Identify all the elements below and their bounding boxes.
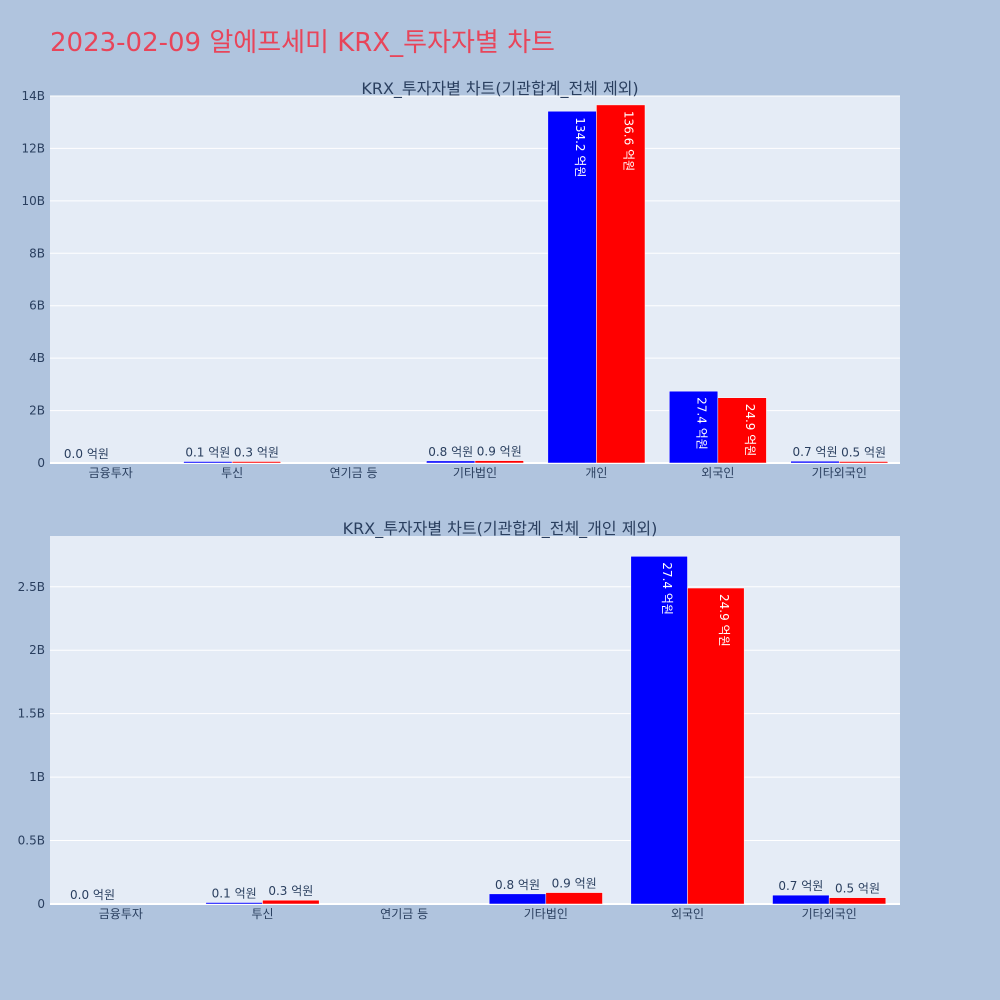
bar-data-label: 27.4 억원 [695,397,709,450]
y-tick-label: 2B [29,404,45,418]
bar [772,894,830,905]
bar-data-label: 0.3 억원 [268,884,313,898]
bar-data-label: 0.8 억원 [428,445,473,459]
x-tick-label: 외국인 [701,466,734,480]
bar-data-label: 0.3 억원 [234,446,279,460]
bar [828,897,887,905]
x-tick-label: 투신 [221,466,243,480]
y-tick-label: 12B [21,141,45,155]
x-tick-label: 투신 [251,907,273,921]
y-tick-label: 1B [29,770,45,784]
bar-data-label: 0.5 억원 [835,882,880,896]
chart-excl-individual: 0 0.5B 1B 1.5B 2B 2.5B KRX_투자자별 차트(기관합계_전체_개인 … [18,519,900,921]
bar [547,110,597,464]
plot-area [50,96,900,463]
bar [474,460,524,464]
x-tick-label: 기타법인 [524,907,568,921]
bar [488,893,547,905]
y-tick-label: 10B [21,194,45,208]
bar-data-label: 0.0 억원 [64,447,109,461]
bar [262,899,320,905]
bar-data-label: 0.9 억원 [552,877,597,891]
chart-title: KRX_투자자별 차트(기관합계_전체 제외) [361,79,638,99]
y-tick-label: 2.5B [18,580,45,594]
y-tick-label: 0 [37,897,45,911]
y-tick-label: 0 [37,456,45,470]
chart-all-investors: 0 2B 4B 6B 8B 10B 12B 14B KRX_투자자별 차트(기관합계_전체 제외… [21,79,900,480]
bar-data-label: 24.9 억원 [717,594,731,647]
y-tick-label: 4B [29,351,45,365]
y-tick-label: 0.5B [18,834,45,848]
y-tick-label: 1.5B [18,707,45,721]
bar [231,461,281,464]
bar-data-label: 0.7 억원 [793,445,838,459]
bar-data-label: 0.9 억원 [477,445,522,459]
x-tick-label: 기타외국인 [802,907,857,921]
x-tick-label: 외국인 [671,907,704,921]
bar-data-label: 0.8 억원 [495,878,540,892]
bar [545,892,603,905]
x-tick-label: 기타법인 [453,466,497,480]
bar-data-label: 136.6 억원 [622,111,636,171]
bar-data-label: 27.4 억원 [660,562,674,615]
x-tick-label: 연기금 등 [330,466,378,480]
bar-data-label: 0.1 억원 [212,887,257,901]
y-tick-label: 2B [29,643,45,657]
plot-area [50,536,900,904]
chart-title: KRX_투자자별 차트(기관합계_전체_개인 제외) [343,519,658,539]
bar [839,461,889,464]
x-tick-label: 금융투자 [89,466,133,480]
bar [630,556,688,905]
bar-data-label: 134.2 억원 [573,117,587,177]
bar-data-label: 0.5 억원 [841,446,886,460]
bar-data-label: 0.1 억원 [185,446,230,460]
y-tick-label: 14B [21,89,45,103]
page-title: 2023-02-09 알에프세미 KRX_투자자별 차트 [50,28,555,58]
bar-data-label: 0.7 억원 [778,879,823,893]
y-tick-label: 6B [29,299,45,313]
x-tick-label: 개인 [585,466,607,480]
x-tick-label: 기타외국인 [812,466,867,480]
y-tick-label: 8B [29,246,45,260]
x-tick-label: 연기금 등 [380,907,428,921]
bar [687,587,745,905]
bar [717,397,767,464]
x-tick-label: 금융투자 [99,907,143,921]
bar [596,104,646,464]
bar [669,390,719,464]
bar [205,902,263,905]
bar-data-label: 0.0 억원 [70,888,115,902]
bar-data-label: 24.9 억원 [743,404,757,457]
